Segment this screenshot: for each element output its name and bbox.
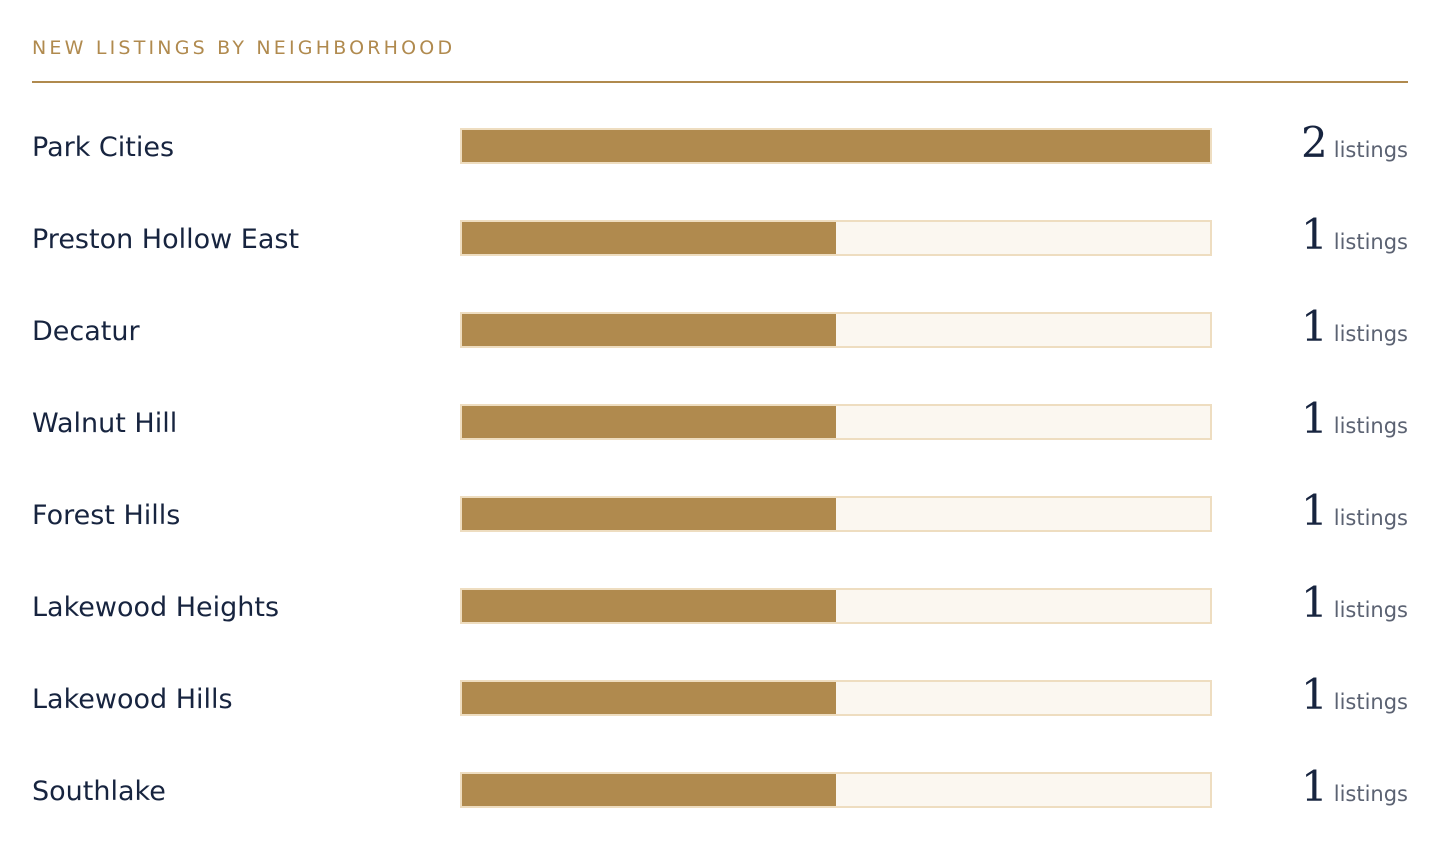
bar-rows: Park Cities 2 listings Preston Hollow East 1… [32, 102, 1408, 838]
bar-row: Park Cities 2 listings [32, 102, 1408, 194]
bar-value: 1 listings [1301, 766, 1408, 808]
bar-track [460, 772, 1212, 808]
bar-row: Southlake 1 listings [32, 746, 1408, 838]
bar-track [460, 680, 1212, 716]
listing-count: 1 [1301, 394, 1328, 443]
listing-unit: listings [1333, 138, 1408, 162]
listing-count: 1 [1301, 210, 1328, 259]
bar-label: Park Cities [32, 132, 175, 163]
bar-track [460, 220, 1212, 256]
listing-count: 1 [1301, 302, 1328, 351]
bar-row: Lakewood Heights 1 listings [32, 562, 1408, 654]
bar-value: 1 listings [1301, 674, 1408, 716]
bar-value: 1 listings [1301, 214, 1408, 256]
bar-row: Lakewood Hills 1 listings [32, 654, 1408, 746]
bar-track [460, 404, 1212, 440]
bar [462, 406, 836, 438]
bar-label: Southlake [32, 776, 166, 807]
listing-count: 2 [1301, 118, 1328, 167]
bar-label: Lakewood Heights [32, 592, 280, 623]
bar-track [460, 588, 1212, 624]
bar-value: 1 listings [1301, 490, 1408, 532]
bar-track [460, 128, 1212, 164]
bar-value: 2 listings [1301, 122, 1408, 164]
listing-unit: listings [1333, 414, 1408, 438]
listing-unit: listings [1333, 690, 1408, 714]
bar [462, 774, 836, 806]
bar [462, 590, 836, 622]
bar-label: Lakewood Hills [32, 684, 233, 715]
bar-label: Forest Hills [32, 500, 181, 531]
bar [462, 498, 836, 530]
listing-count: 1 [1301, 578, 1328, 627]
chart-title: NEW LISTINGS BY NEIGHBORHOOD [32, 37, 456, 59]
listing-unit: listings [1333, 506, 1408, 530]
listing-count: 1 [1301, 762, 1328, 811]
bar-row: Forest Hills 1 listings [32, 470, 1408, 562]
bar-track [460, 312, 1212, 348]
listing-unit: listings [1333, 598, 1408, 622]
bar [462, 222, 836, 254]
bar [462, 314, 836, 346]
bar-value: 1 listings [1301, 582, 1408, 624]
bar-row: Preston Hollow East 1 listings [32, 194, 1408, 286]
listing-unit: listings [1333, 782, 1408, 806]
listing-unit: listings [1333, 230, 1408, 254]
bar-row: Decatur 1 listings [32, 286, 1408, 378]
bar-label: Preston Hollow East [32, 224, 300, 255]
bar [462, 130, 1210, 162]
listing-unit: listings [1333, 322, 1408, 346]
listing-count: 1 [1301, 486, 1328, 535]
bar-label: Walnut Hill [32, 408, 178, 439]
bar-value: 1 listings [1301, 398, 1408, 440]
bar-track [460, 496, 1212, 532]
bar-value: 1 listings [1301, 306, 1408, 348]
listing-count: 1 [1301, 670, 1328, 719]
neighborhood-listings-panel: NEW LISTINGS BY NEIGHBORHOOD Park Cities… [32, 0, 1408, 868]
title-divider [32, 81, 1408, 83]
bar [462, 682, 836, 714]
bar-label: Decatur [32, 316, 140, 347]
bar-row: Walnut Hill 1 listings [32, 378, 1408, 470]
